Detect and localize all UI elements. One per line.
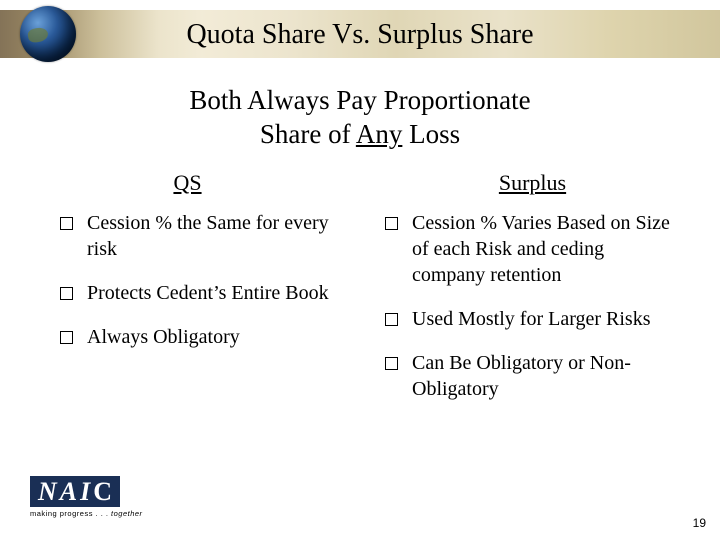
left-column: QS Cession % the Same for every risk Pro… [60, 170, 355, 420]
logo-tag-b: together [111, 509, 143, 518]
bullet-icon [60, 331, 73, 344]
title-band: Quota Share Vs. Surplus Share [0, 0, 720, 70]
logo-box: NAIC [30, 476, 120, 507]
logo-text-c: C [93, 477, 112, 506]
list-item: Cession % the Same for every risk [60, 210, 355, 262]
list-item: Always Obligatory [60, 324, 355, 350]
logo-tagline: making progress . . . together [30, 509, 142, 518]
right-column: Surplus Cession % Varies Based on Size o… [385, 170, 680, 420]
logo-text-italic: NAI [38, 477, 93, 506]
bullet-text: Can Be Obligatory or Non-Obligatory [412, 350, 680, 402]
bullet-text: Cession % Varies Based on Size of each R… [412, 210, 680, 288]
subtitle-line2-underline: Any [356, 119, 403, 149]
content-columns: QS Cession % the Same for every risk Pro… [0, 152, 720, 420]
list-item: Can Be Obligatory or Non-Obligatory [385, 350, 680, 402]
right-column-head: Surplus [385, 170, 680, 196]
bullet-icon [385, 357, 398, 370]
left-column-head: QS [60, 170, 355, 196]
bullet-text: Cession % the Same for every risk [87, 210, 355, 262]
bullet-text: Protects Cedent’s Entire Book [87, 280, 355, 306]
slide-subtitle: Both Always Pay Proportionate Share of A… [0, 84, 720, 152]
bullet-text: Always Obligatory [87, 324, 355, 350]
list-item: Used Mostly for Larger Risks [385, 306, 680, 332]
bullet-icon [60, 217, 73, 230]
list-item: Cession % Varies Based on Size of each R… [385, 210, 680, 288]
bullet-icon [385, 313, 398, 326]
logo-tag-a: making progress . . . [30, 509, 111, 518]
naic-logo: NAIC making progress . . . together [30, 476, 142, 518]
page-number: 19 [693, 516, 706, 530]
subtitle-line2-a: Share of [260, 119, 356, 149]
subtitle-line2-b: Loss [402, 119, 460, 149]
list-item: Protects Cedent’s Entire Book [60, 280, 355, 306]
subtitle-line1: Both Always Pay Proportionate [189, 85, 530, 115]
bullet-text: Used Mostly for Larger Risks [412, 306, 680, 332]
bullet-icon [385, 217, 398, 230]
slide-title: Quota Share Vs. Surplus Share [0, 19, 720, 51]
bullet-icon [60, 287, 73, 300]
